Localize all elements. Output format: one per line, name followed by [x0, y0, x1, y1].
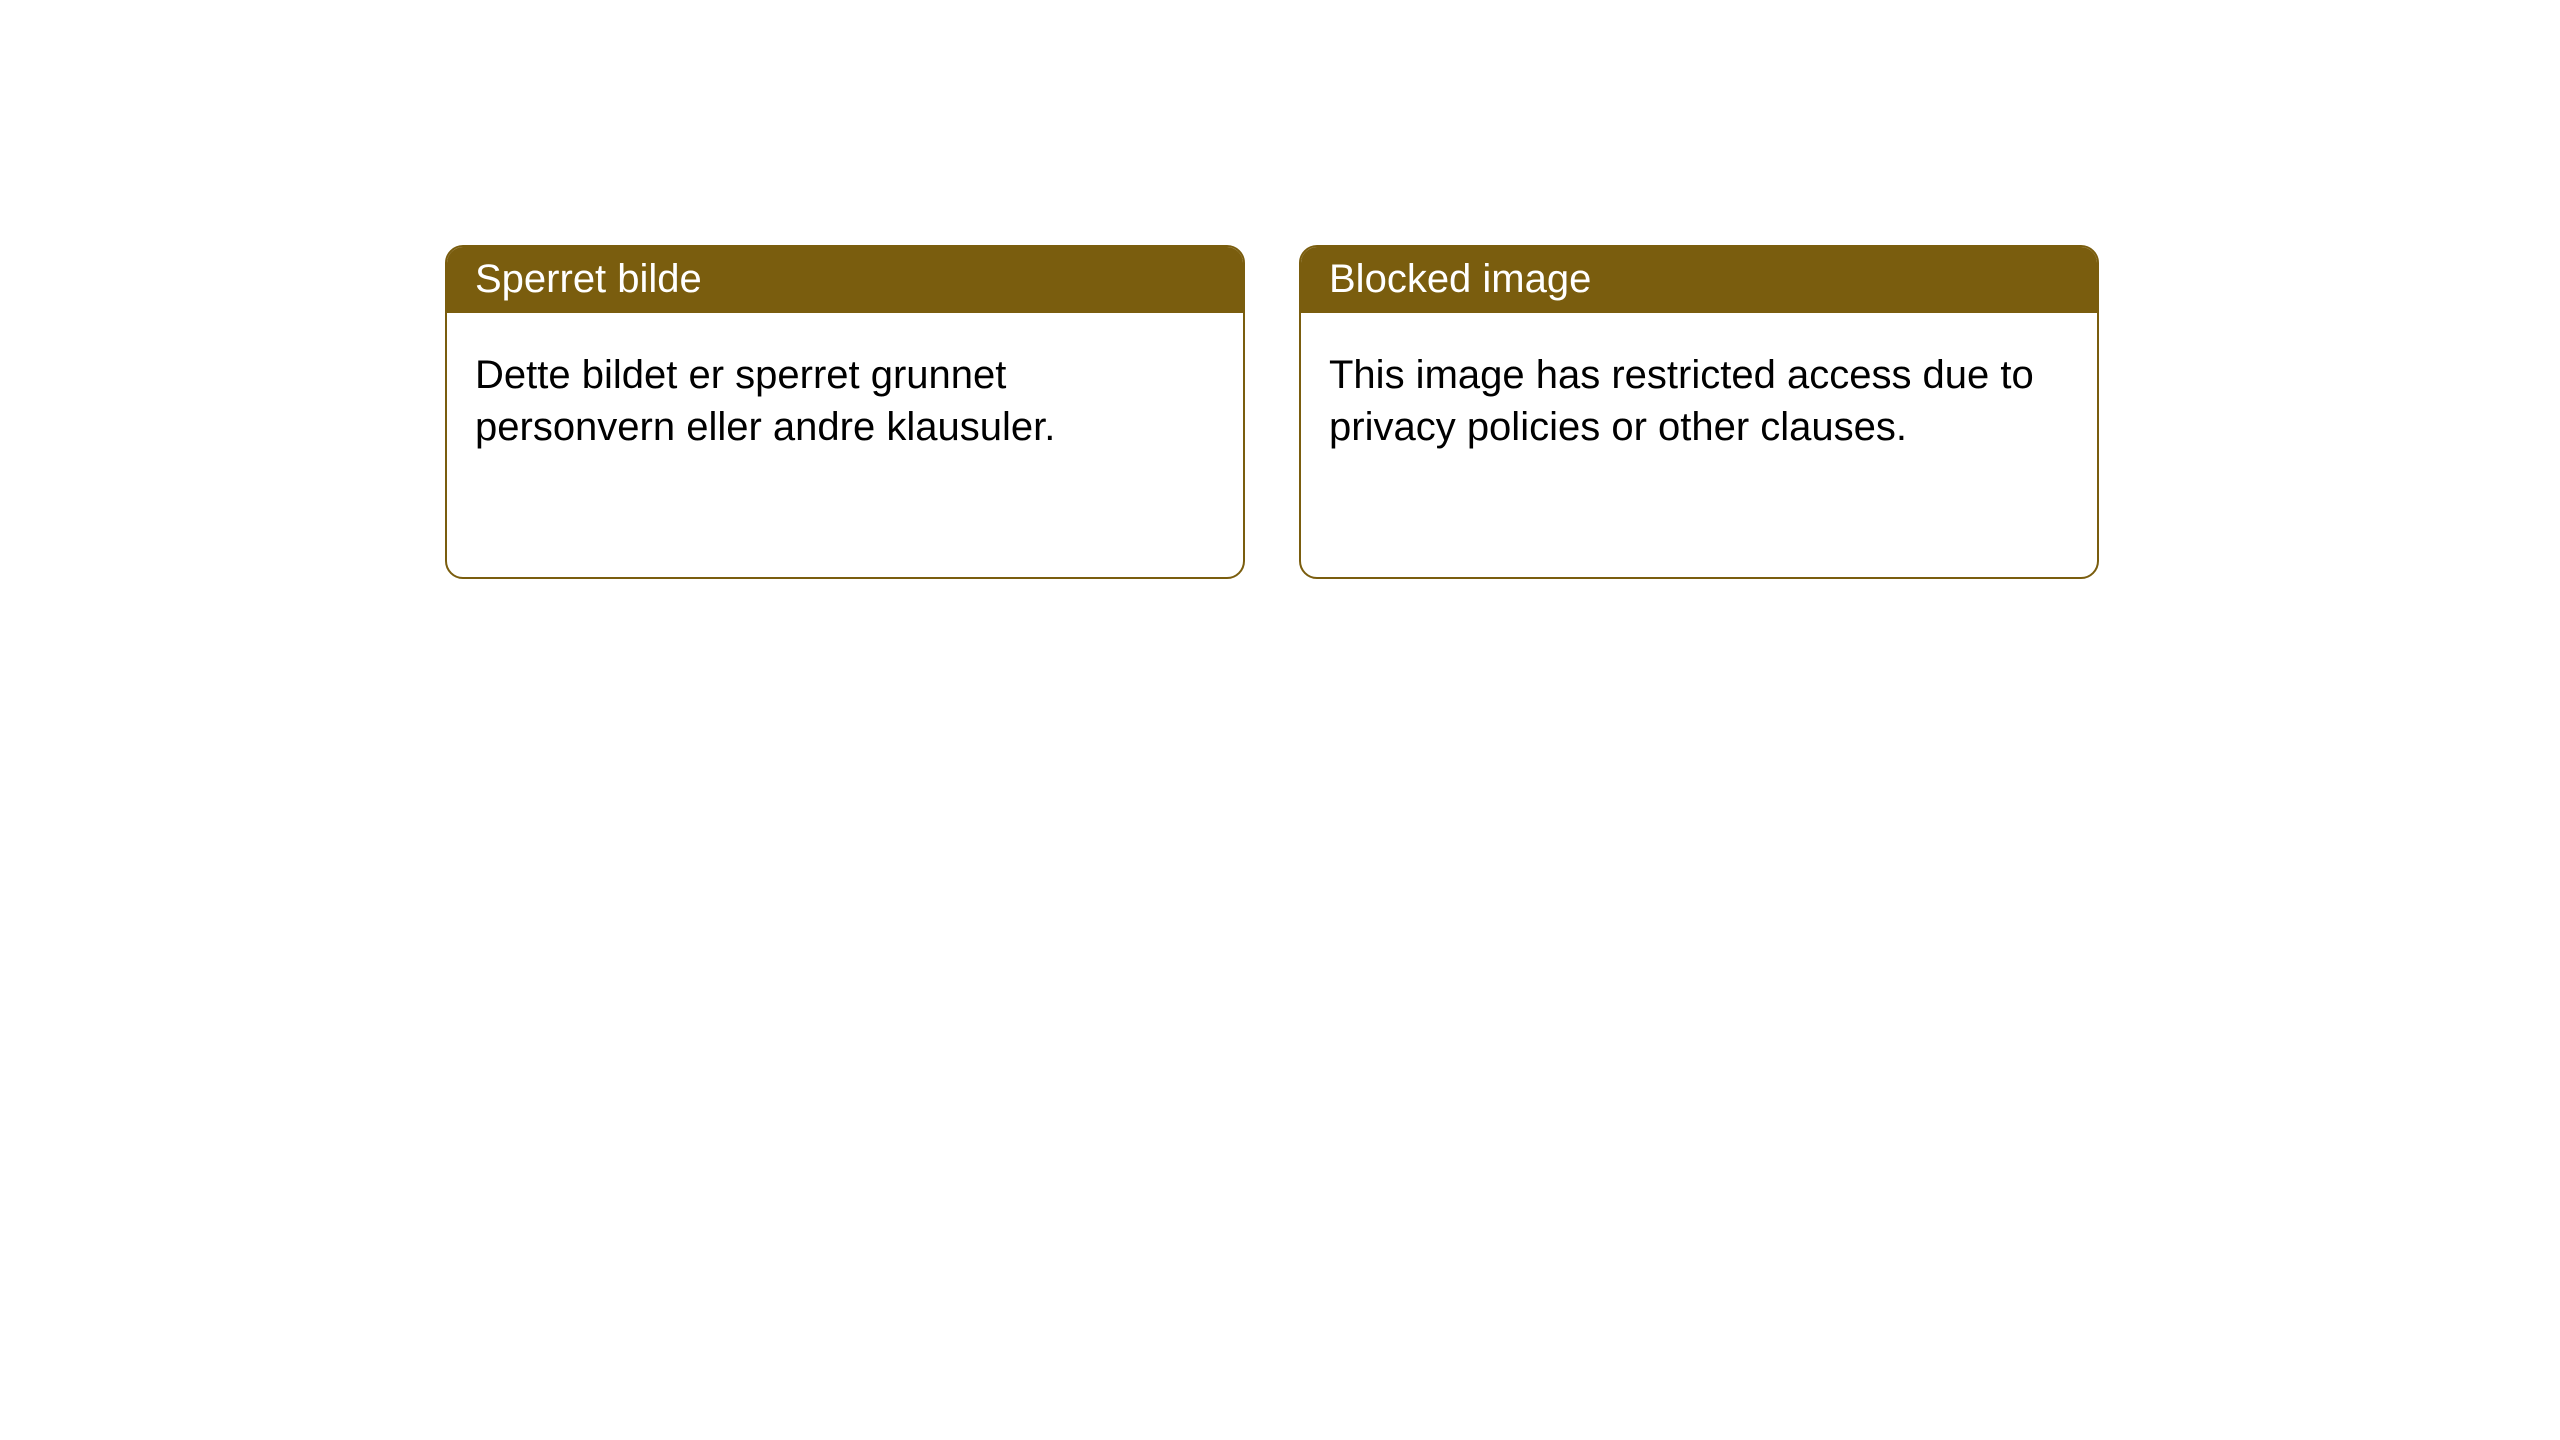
notice-title: Sperret bilde: [447, 247, 1243, 313]
notice-body: This image has restricted access due to …: [1301, 313, 2097, 481]
notice-body: Dette bildet er sperret grunnet personve…: [447, 313, 1243, 481]
notice-container: Sperret bilde Dette bildet er sperret gr…: [0, 0, 2560, 579]
notice-card-english: Blocked image This image has restricted …: [1299, 245, 2099, 579]
notice-card-norwegian: Sperret bilde Dette bildet er sperret gr…: [445, 245, 1245, 579]
notice-title: Blocked image: [1301, 247, 2097, 313]
